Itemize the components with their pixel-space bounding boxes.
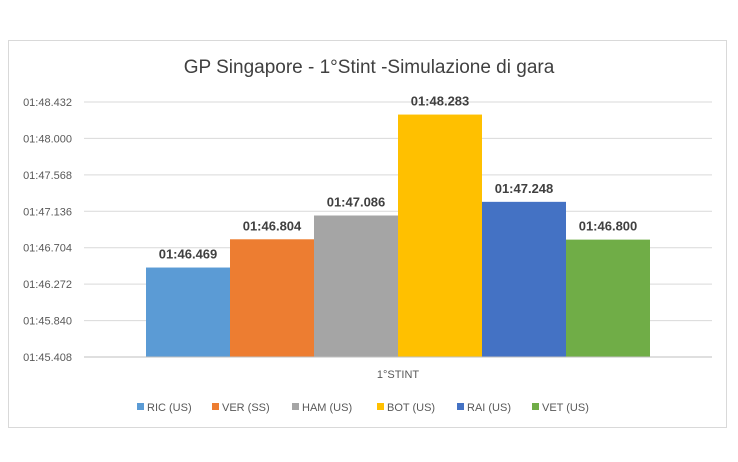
legend-item-bot: BOT (US) (377, 402, 435, 414)
legend-label: HAM (US) (302, 402, 352, 414)
bar-rai (482, 201, 566, 357)
legend-swatch (137, 403, 144, 410)
legend-item-vet: VET (US) (532, 402, 589, 414)
legend-item-ric: RIC (US) (137, 402, 192, 414)
bar-ver (230, 239, 314, 357)
bar-ric (146, 267, 230, 357)
legend: RIC (US) VER (SS) HAM (US) BOT (US) RAI (US)… (137, 402, 589, 414)
data-labels: 01:46.469 01:46.804 01:47.086 01:48.283 01:4… (159, 94, 638, 262)
y-axis: 01:45.408 01:45.840 01:46.272 01:46.704 01:4… (23, 97, 72, 364)
data-label-ric: 01:46.469 (159, 247, 218, 262)
y-tick-label: 01:48.000 (23, 133, 72, 145)
legend-swatch (457, 403, 464, 410)
legend-swatch (292, 403, 299, 410)
legend-item-ver: VER (SS) (212, 402, 270, 414)
y-tick-label: 01:45.408 (23, 352, 72, 364)
category-label: 1°STINT (377, 369, 420, 381)
data-label-rai: 01:47.248 (495, 181, 554, 196)
legend-label: VER (SS) (222, 402, 270, 414)
y-tick-label: 01:45.840 (23, 316, 72, 328)
data-label-ver: 01:46.804 (243, 218, 302, 233)
chart-title: GP Singapore - 1°Stint -Simulazione di g… (183, 57, 555, 78)
y-tick-label: 01:48.432 (23, 97, 72, 109)
data-label-bot: 01:48.283 (411, 94, 470, 109)
bar-ham (314, 215, 398, 357)
legend-label: RIC (US) (147, 402, 192, 414)
y-tick-label: 01:46.704 (23, 243, 72, 255)
bar-vet (566, 239, 650, 357)
legend-item-rai: RAI (US) (457, 402, 511, 414)
y-tick-label: 01:47.568 (23, 170, 72, 182)
y-tick-label: 01:47.136 (23, 206, 72, 218)
legend-label: BOT (US) (387, 402, 435, 414)
data-label-ham: 01:47.086 (327, 195, 386, 210)
legend-swatch (377, 403, 384, 410)
legend-swatch (532, 403, 539, 410)
bar-bot (398, 114, 482, 357)
data-label-vet: 01:46.800 (579, 219, 638, 234)
legend-label: RAI (US) (467, 402, 511, 414)
bars (146, 114, 650, 357)
legend-label: VET (US) (542, 402, 589, 414)
y-tick-label: 01:46.272 (23, 279, 72, 291)
legend-swatch (212, 403, 219, 410)
legend-item-ham: HAM (US) (292, 402, 352, 414)
